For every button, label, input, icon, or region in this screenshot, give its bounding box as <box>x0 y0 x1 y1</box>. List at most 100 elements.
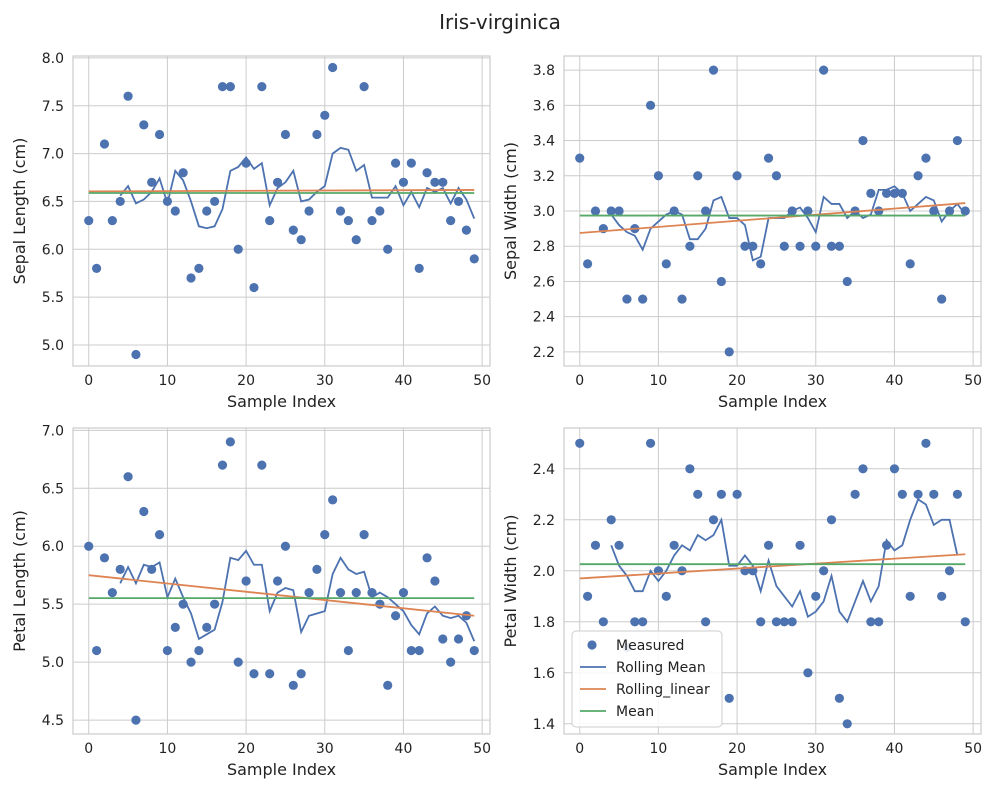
measured-point <box>422 168 432 178</box>
measured-point <box>724 347 734 357</box>
y-axis-label: Sepal Length (cm) <box>10 138 29 285</box>
measured-point <box>866 617 876 627</box>
subplot-2: 0 10 20 30 40 50 2.2 2.4 2.6 2.8 3.0 3.2 3.4 3.6 3.8 Sa… <box>501 55 982 411</box>
x-tick-label: 0 <box>84 373 93 389</box>
rolling-linear-line <box>88 189 475 193</box>
measured-point <box>583 259 593 269</box>
y-tick-label: 5.0 <box>42 655 64 671</box>
measured-point <box>92 645 102 656</box>
measured-point <box>84 541 94 551</box>
measured-point <box>889 464 900 474</box>
measured-point <box>312 129 322 140</box>
rolling-mean-line <box>610 498 959 624</box>
measured-point <box>826 515 837 525</box>
measured-point <box>217 82 228 92</box>
measured-point <box>154 530 165 540</box>
measured-point <box>701 206 711 216</box>
measured-point <box>756 617 766 627</box>
measured-point <box>866 188 876 198</box>
measured-point <box>430 576 440 586</box>
measured-point <box>288 680 298 690</box>
x-tick-label: 50 <box>473 741 491 757</box>
measured-point <box>225 82 235 92</box>
x-axis-label: Sample Index <box>718 760 827 779</box>
measured-point <box>897 489 907 499</box>
measured-point <box>406 158 416 168</box>
measured-point <box>913 489 923 499</box>
rolling-mean-line <box>119 146 476 230</box>
measured-point <box>779 617 789 627</box>
x-tick-label: 30 <box>807 741 825 757</box>
measured-point <box>645 100 656 110</box>
measured-point <box>606 206 616 216</box>
measured-point <box>375 206 385 216</box>
legend-box <box>571 630 723 728</box>
measured-point <box>795 540 805 550</box>
x-axis-label: Sample Index <box>227 760 336 779</box>
measured-point <box>304 587 314 598</box>
legend-label: Measured <box>616 638 684 654</box>
measured-point <box>162 645 173 656</box>
measured-point <box>461 225 471 235</box>
measured-point <box>154 129 165 140</box>
measured-point <box>834 693 844 703</box>
measured-point <box>92 263 102 274</box>
measured-point <box>351 235 361 245</box>
measured-point <box>194 645 204 656</box>
y-tick-label: 2.6 <box>533 274 555 290</box>
y-tick-label: 2.2 <box>533 513 555 529</box>
legend-label: Mean <box>616 704 654 720</box>
y-tick-label: 6.0 <box>42 539 64 555</box>
measured-point <box>320 110 330 120</box>
measured-point <box>296 669 306 679</box>
measured-point <box>233 657 243 667</box>
y-tick-label: 7.0 <box>42 423 64 439</box>
measured-point <box>383 680 393 690</box>
measured-point <box>819 566 829 576</box>
measured-point <box>131 349 141 360</box>
measured-point <box>701 617 711 627</box>
measured-point <box>257 82 267 92</box>
measured-point <box>414 263 424 274</box>
measured-point <box>296 235 306 245</box>
figure-title: Iris-virginica <box>439 10 561 34</box>
x-axis-label: Sample Index <box>227 392 336 411</box>
x-tick-label: 20 <box>237 741 255 757</box>
measured-point <box>842 719 852 729</box>
x-tick-label: 30 <box>316 741 334 757</box>
measured-point <box>929 489 939 499</box>
measured-point <box>123 472 133 482</box>
measured-point <box>858 135 868 146</box>
x-tick-label: 50 <box>964 741 982 757</box>
x-tick-label: 50 <box>964 373 982 389</box>
plot-frame <box>563 427 982 735</box>
rolling-linear-line <box>579 202 966 234</box>
measured-point <box>390 611 401 621</box>
measured-point <box>921 438 931 448</box>
measured-point <box>693 489 703 499</box>
rolling-linear-line <box>579 553 966 580</box>
measured-point <box>763 153 774 163</box>
measured-point <box>889 188 900 198</box>
measured-point <box>170 622 180 632</box>
measured-point <box>194 263 204 274</box>
measured-point <box>257 460 267 470</box>
measured-point <box>202 622 212 632</box>
measured-point <box>952 489 962 499</box>
x-tick-label: 40 <box>886 741 904 757</box>
x-tick-label: 40 <box>395 741 413 757</box>
measured-point <box>210 196 220 207</box>
measured-point <box>661 259 671 269</box>
measured-point <box>803 668 813 678</box>
x-tick-label: 20 <box>237 373 255 389</box>
measured-point <box>304 206 314 216</box>
y-tick-label: 5.0 <box>42 338 64 354</box>
measured-point <box>99 553 110 563</box>
measured-point <box>359 530 369 540</box>
measured-point <box>944 566 955 576</box>
measured-point <box>453 634 464 644</box>
measured-point <box>398 177 409 187</box>
measured-point <box>414 645 424 656</box>
measured-point <box>186 657 196 667</box>
